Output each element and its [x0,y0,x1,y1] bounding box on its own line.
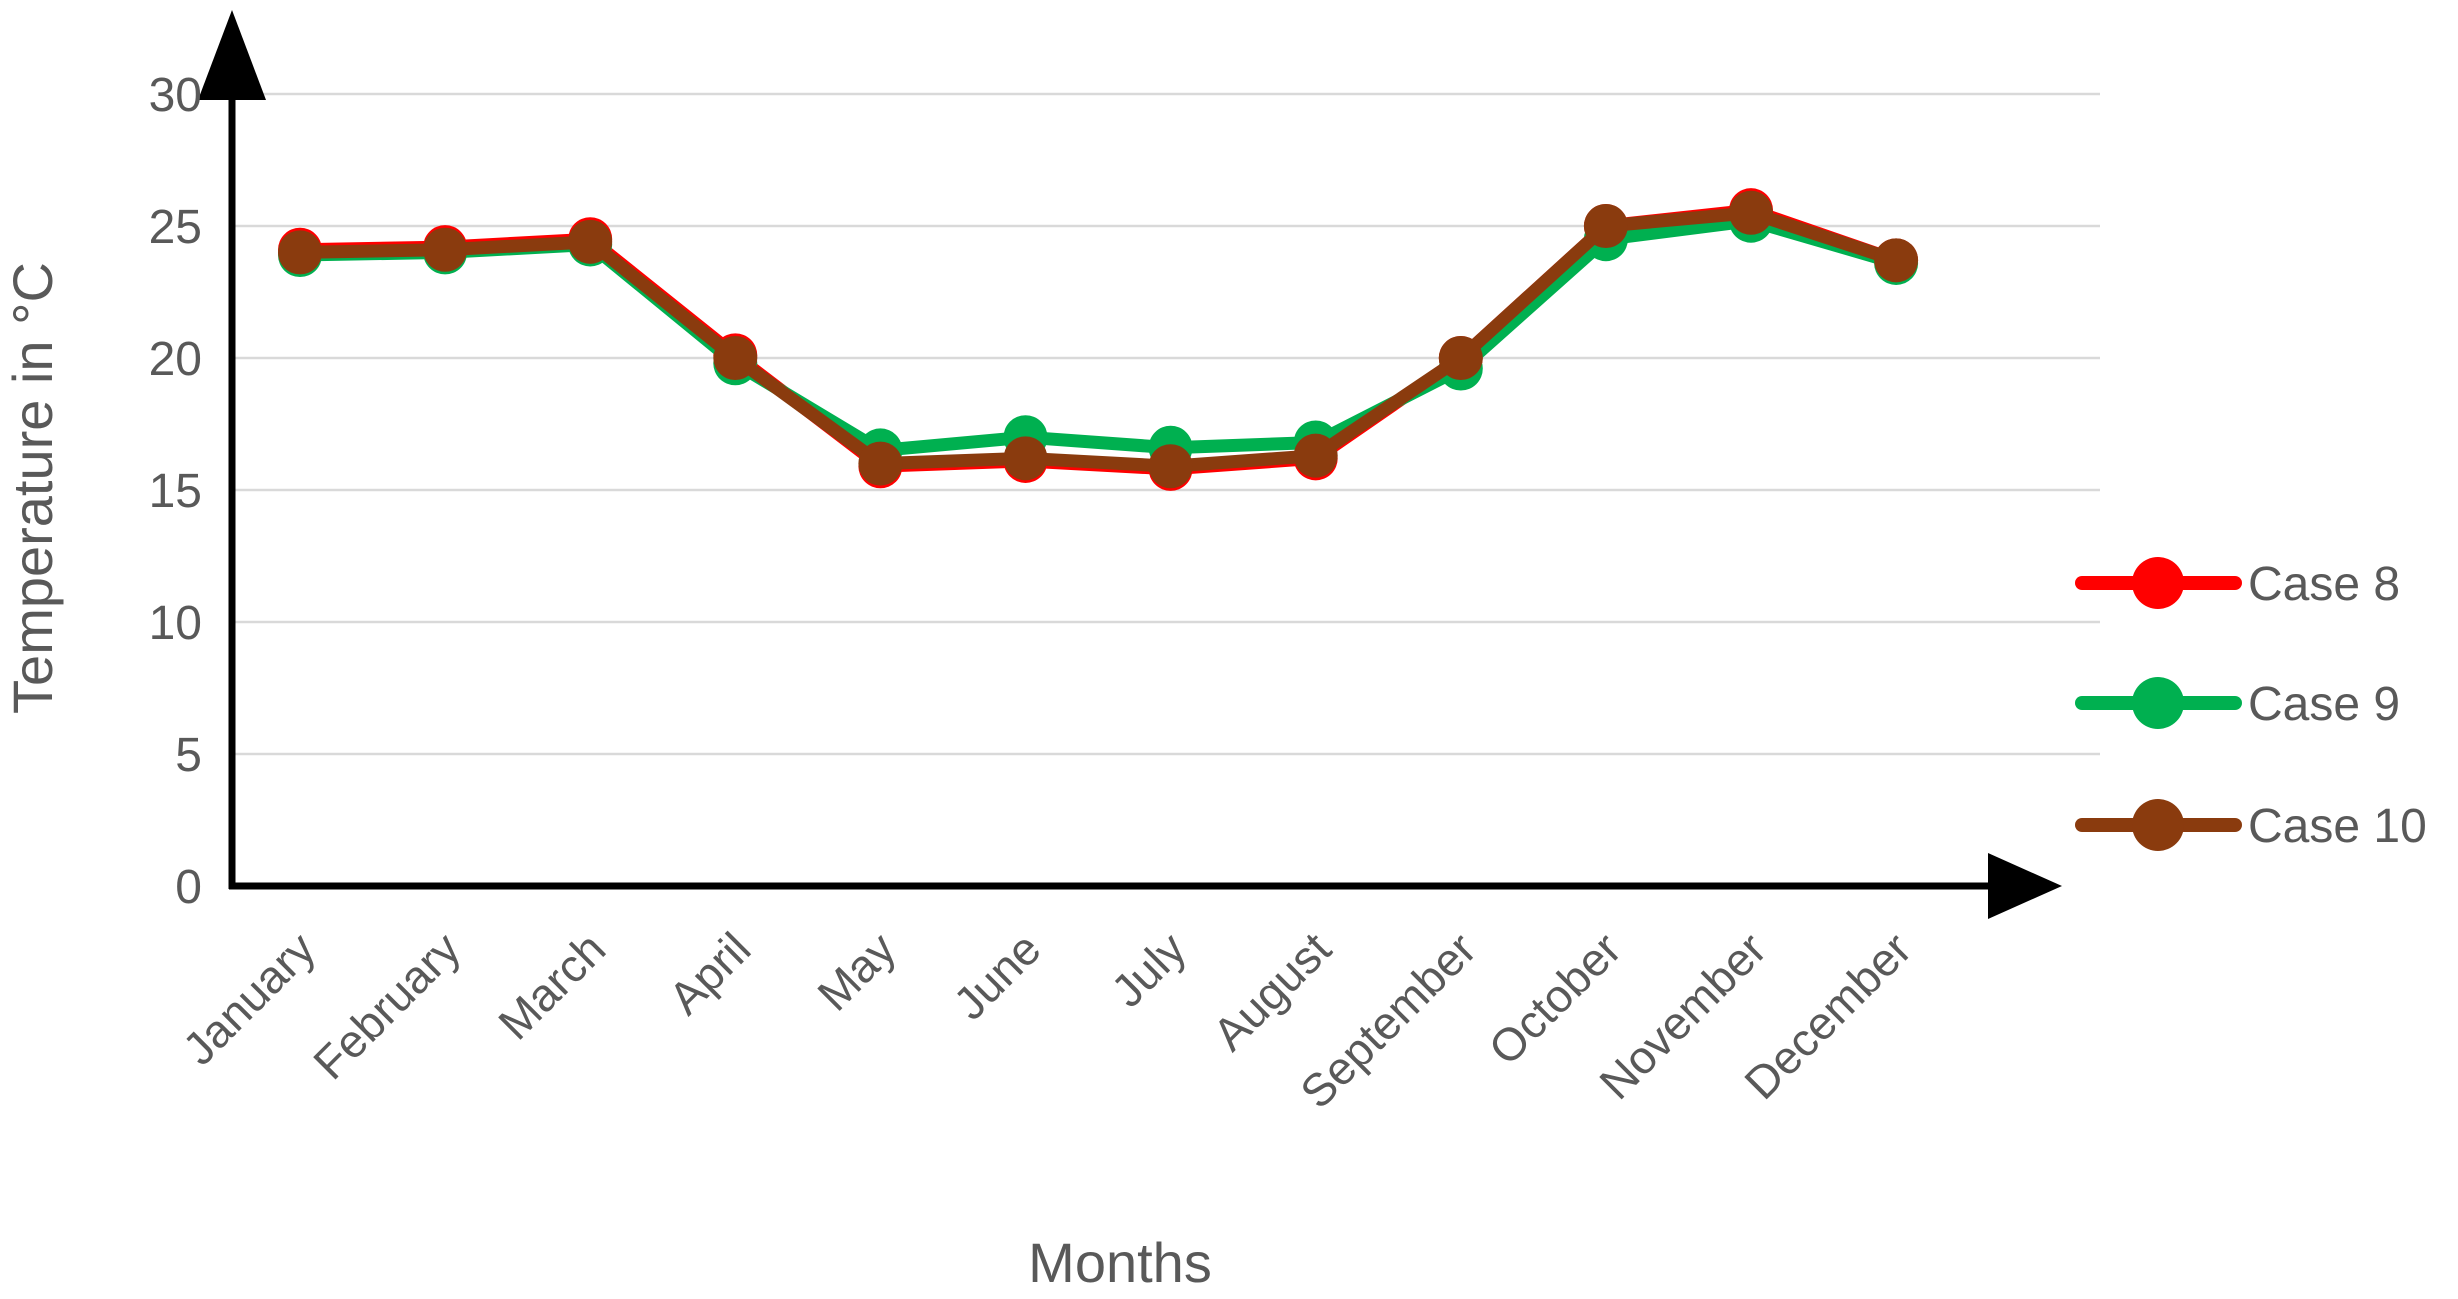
y-tick-label-30: 30 [149,69,202,122]
series-case-10 [278,190,1919,489]
axes-group [198,10,2062,919]
x-tick-label-july: July [1101,922,1196,1017]
data-point-case-10-april [713,336,758,380]
legend-item-case-9: Case 9 [2075,677,2400,731]
data-point-case-10-december [1874,238,1919,283]
legend-item-case-10: Case 10 [2075,799,2427,853]
x-tick-label-may: May [807,922,905,1020]
data-point-case-10-august [1293,433,1338,478]
data-point-case-10-february [423,227,468,272]
legend-marker-case-10 [2132,799,2184,851]
data-point-case-10-october [1583,204,1628,248]
gridlines [232,92,2100,756]
legend-item-case-8: Case 8 [2075,557,2400,611]
legend-label-case-9: Case 9 [2248,678,2400,731]
y-tick-label-5: 5 [175,729,202,782]
data-point-case-10-september [1438,336,1483,380]
legend-label-case-8: Case 8 [2248,558,2400,611]
series-line-case-9 [293,214,1903,457]
x-tick-label-january: January [173,922,325,1074]
data-point-case-10-june [1003,436,1048,481]
y-tick-label-15: 15 [149,465,202,518]
y-tick-label-10: 10 [149,597,202,650]
x-tick-label-march: March [488,922,615,1049]
x-tick-label-april: April [659,922,761,1024]
legend-marker-case-9 [2132,677,2184,729]
data-point-case-10-january [278,230,322,275]
legend-label-case-10: Case 10 [2248,800,2427,853]
data-point-case-10-march [568,219,613,264]
y-tick-label-20: 20 [149,333,202,386]
data-point-case-10-july [1148,444,1193,489]
x-axis-title: Months [1028,1231,1212,1294]
y-axis-arrow-icon [198,10,266,100]
legend-marker-case-8 [2132,557,2184,609]
series-group [278,188,1919,491]
x-tick-label-february: February [303,922,470,1089]
x-tick-label-october: October [1478,922,1630,1074]
x-tick-label-june: June [943,922,1050,1029]
y-tick-label-25: 25 [149,201,202,254]
legend: Case 8 Case 9 Case 10 [2075,557,2427,853]
y-axis-title: Temperature in °C [1,262,64,714]
x-tick-label-august: August [1203,922,1341,1060]
data-point-case-10-november [1729,190,1773,235]
x-axis-arrow-icon [1988,853,2062,919]
y-tick-label-0: 0 [175,861,202,914]
data-point-case-10-may [858,441,903,486]
series-line-case-10 [293,206,1903,473]
